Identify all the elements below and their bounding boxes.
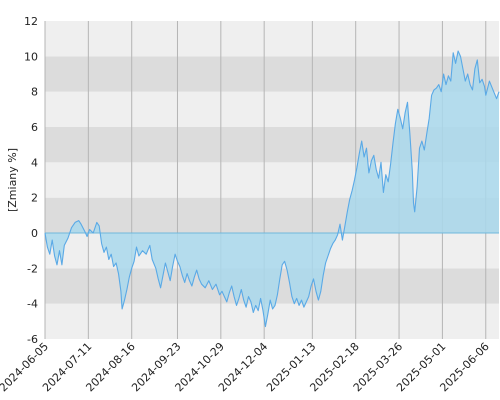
background-band — [45, 56, 499, 92]
background-band — [45, 91, 499, 127]
y-tick-label: -2 — [27, 262, 38, 275]
y-axis-title: [Zmiany %] — [6, 148, 19, 212]
y-tick-label: 6 — [31, 121, 38, 134]
y-tick-label: 2 — [31, 192, 38, 205]
y-tick-label: 10 — [24, 50, 38, 63]
y-axis-ticks: -6 -4 -2 0 2 4 6 8 10 12 — [24, 15, 38, 346]
y-tick-label: 4 — [31, 156, 38, 169]
y-tick-label: -6 — [27, 333, 38, 346]
y-tick-label: 0 — [31, 227, 38, 240]
series-area — [45, 51, 499, 327]
y-tick-label: 12 — [24, 15, 38, 28]
series-layer — [44, 50, 500, 328]
background-band — [45, 21, 499, 57]
y-tick-label: -4 — [27, 298, 38, 311]
x-axis-ticks: 2024-06-052024-07-112024-08-162024-09-23… — [0, 340, 492, 394]
series-line — [44, 50, 500, 328]
background-band — [45, 303, 499, 339]
y-tick-label: 8 — [31, 86, 38, 99]
